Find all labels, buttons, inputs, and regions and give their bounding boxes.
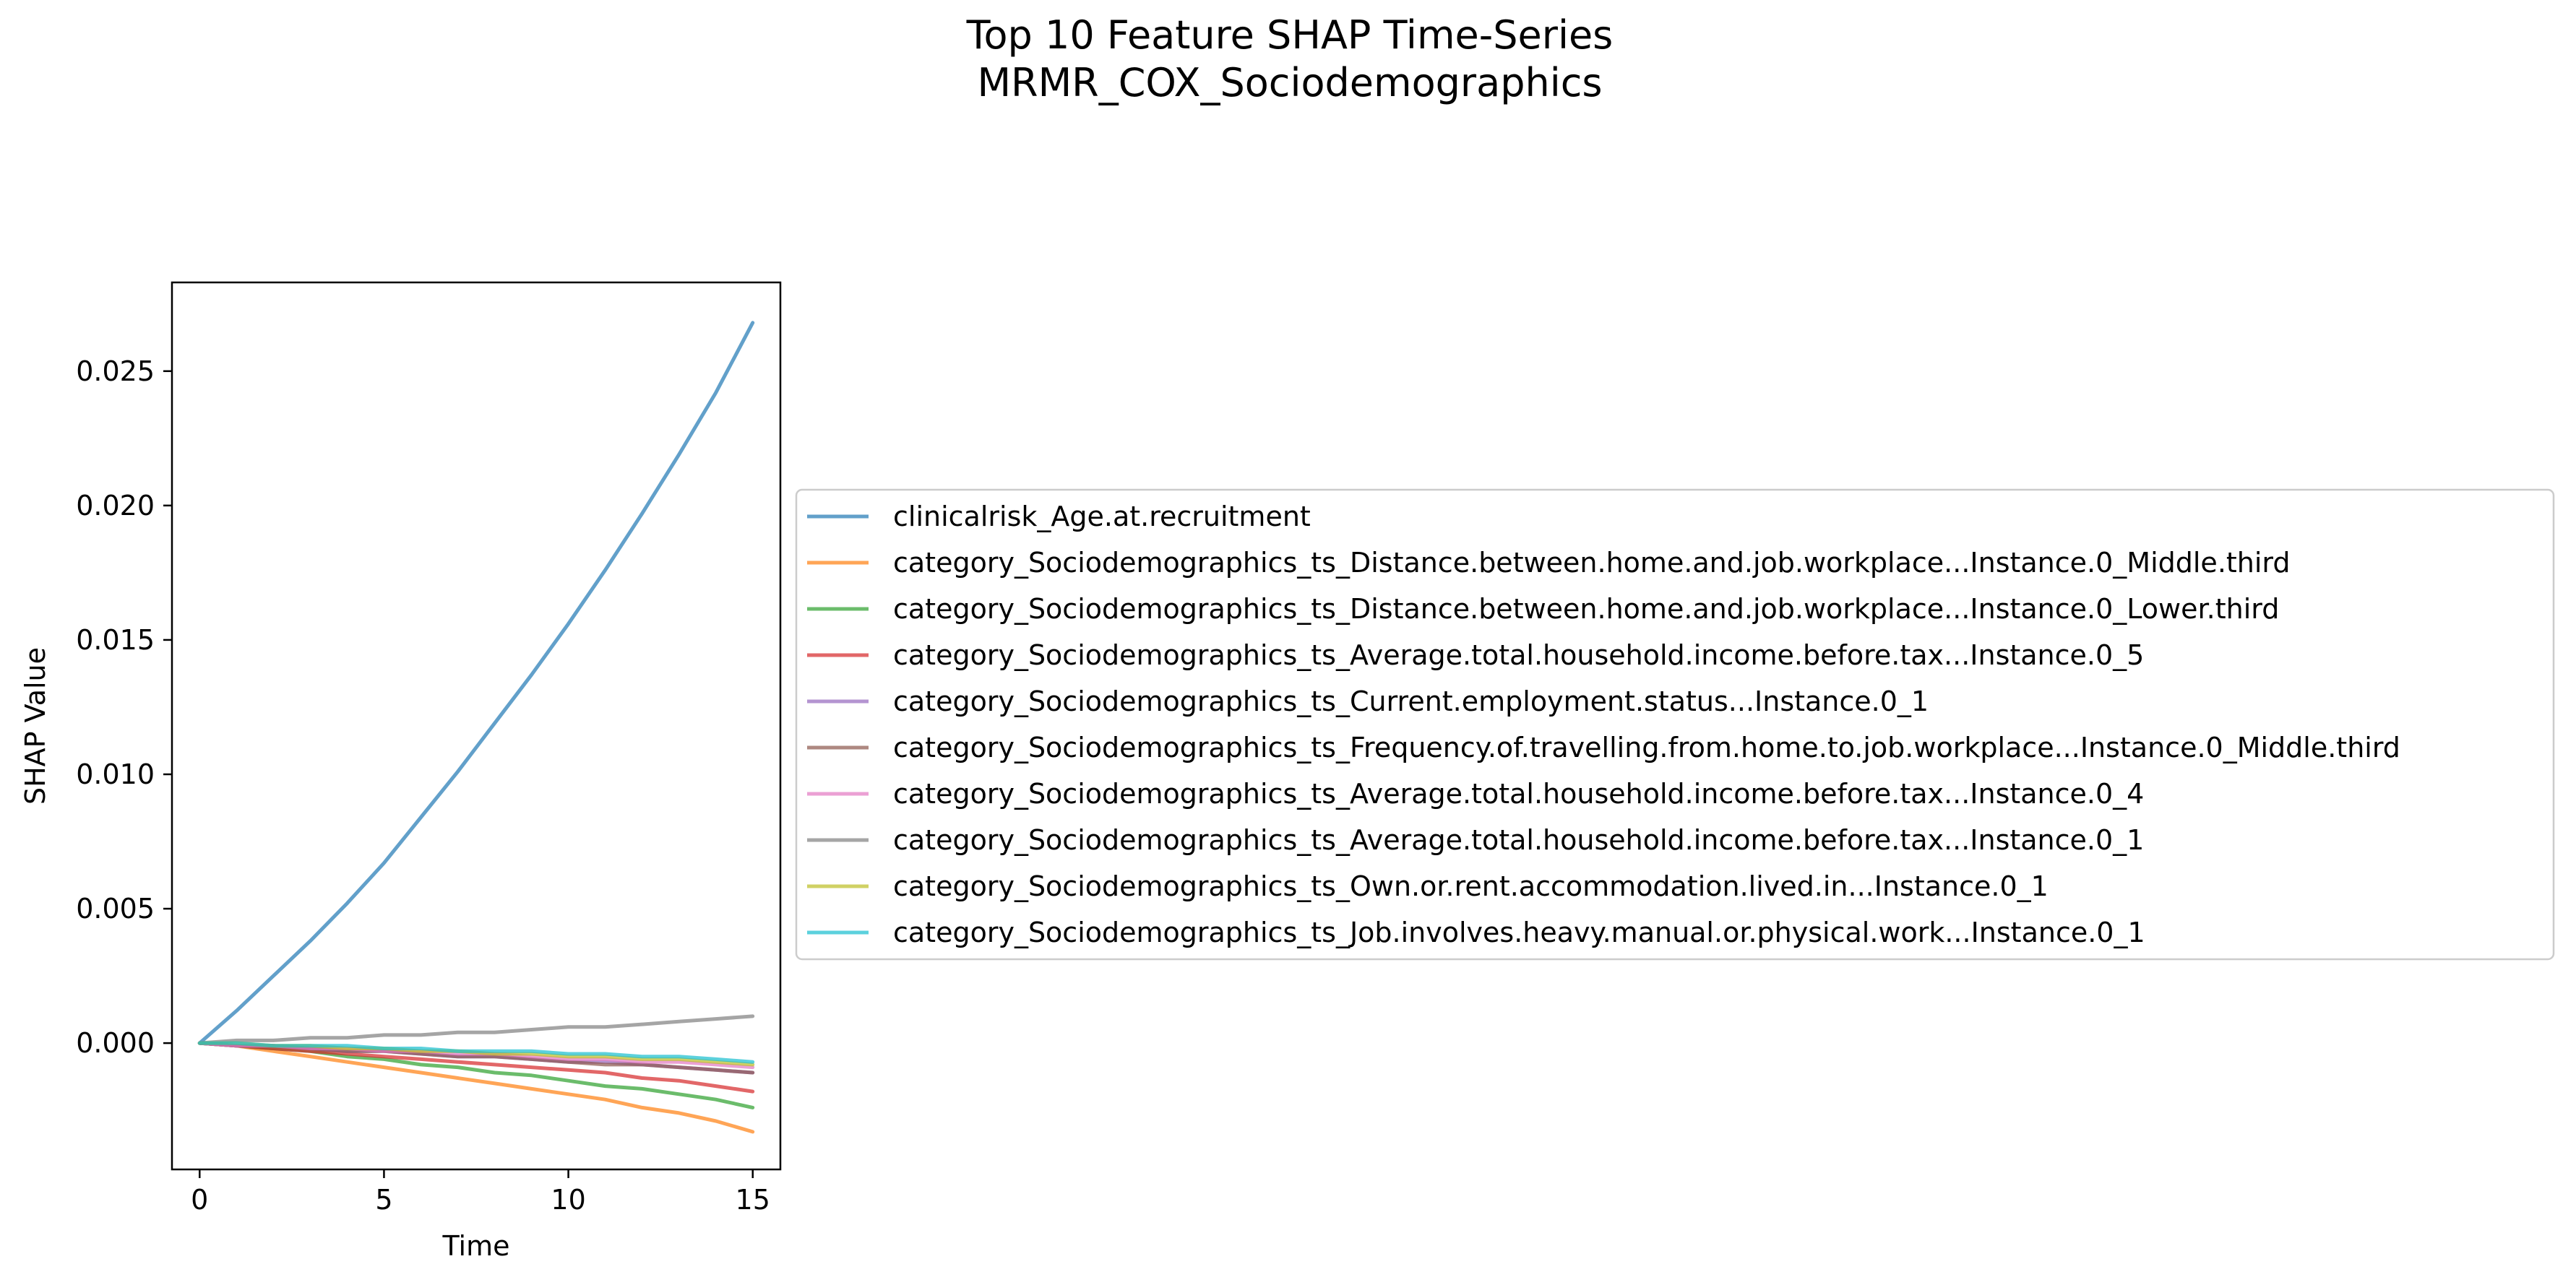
legend-label: category_Sociodemographics_ts_Current.em… (893, 685, 1929, 717)
legend-label: category_Sociodemographics_ts_Job.involv… (893, 917, 2145, 948)
legend-label: category_Sociodemographics_ts_Average.to… (893, 778, 2144, 810)
legend-label: category_Sociodemographics_ts_Average.to… (893, 824, 2144, 856)
y-tick-label: 0.015 (76, 624, 155, 656)
legend-label: category_Sociodemographics_ts_Distance.b… (893, 593, 2279, 625)
y-axis-label: SHAP Value (20, 647, 51, 805)
y-tick-label: 0.025 (76, 355, 155, 387)
legend-label: category_Sociodemographics_ts_Average.to… (893, 639, 2144, 671)
series-line-4 (197, 1041, 755, 1094)
legend-label: category_Sociodemographics_ts_Own.or.ren… (893, 870, 2049, 902)
chart-subtitle: MRMR_COX_Sociodemographics (977, 60, 1602, 105)
y-axis-ticks: 0.000 0.005 0.010 0.015 0.020 0.025 (76, 355, 172, 1059)
series-line-8 (197, 1014, 755, 1045)
x-tick-label: 5 (375, 1184, 392, 1216)
x-tick-label: 10 (551, 1184, 585, 1216)
x-axis-ticks: 0 5 10 15 (191, 1169, 770, 1216)
legend-label: category_Sociodemographics_ts_Frequency.… (893, 732, 2400, 763)
x-tick-label: 15 (736, 1184, 770, 1216)
y-tick-label: 0.020 (76, 490, 155, 522)
series-line-10 (197, 1041, 755, 1064)
legend-label: clinicalrisk_Age.at.recruitment (893, 501, 1311, 532)
y-tick-label: 0.005 (76, 893, 155, 925)
plot-frame (171, 281, 782, 1171)
series-layer (197, 321, 755, 1134)
y-tick-label: 0.000 (76, 1027, 155, 1059)
y-tick-label: 0.010 (76, 758, 155, 790)
legend-box (795, 488, 2555, 961)
legend-label: category_Sociodemographics_ts_Distance.b… (893, 547, 2291, 579)
legend: clinicalrisk_Age.at.recruitment category_… (795, 488, 2555, 961)
series-line-1 (197, 321, 755, 1045)
x-axis-label: Time (442, 1230, 510, 1262)
series-line-2 (197, 1041, 755, 1134)
chart-title: Top 10 Feature SHAP Time-Series (966, 12, 1614, 58)
x-tick-label: 0 (191, 1184, 208, 1216)
